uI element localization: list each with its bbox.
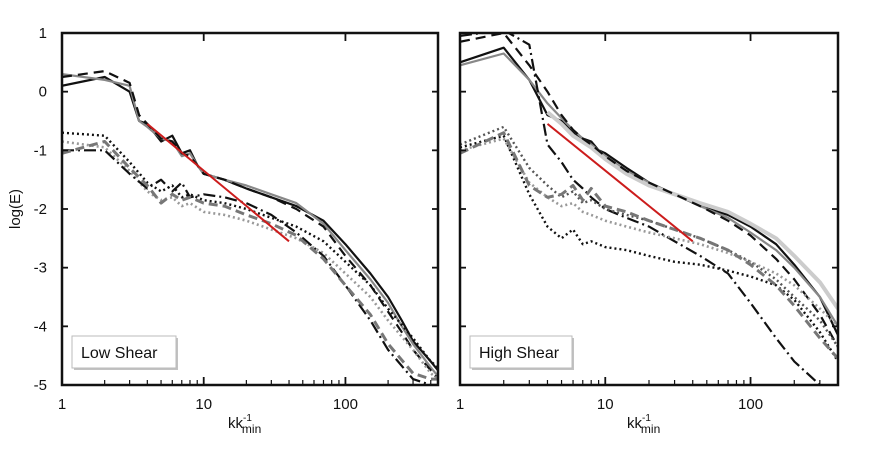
high-shear-series-line-3 — [546, 110, 838, 310]
low-shear-x-axis-title: kk-1 min — [228, 413, 261, 436]
high-shear-plot-frame — [458, 31, 840, 387]
high-shear-panel-label: High Shear — [479, 345, 560, 362]
x-axis-title-sub: min — [242, 422, 261, 436]
low-shear-panel-label: Low Shear — [81, 345, 158, 362]
high-shear-series-group — [460, 33, 838, 385]
low-shear-y-tick-label: -1 — [34, 142, 47, 159]
low-shear-y-tick-label: 1 — [39, 25, 47, 42]
high-shear-series-line-5 — [460, 33, 821, 385]
high-shear-series-line-4 — [460, 33, 838, 348]
high-shear-panel: 1 10 100 kk-1 min High Shear — [456, 31, 840, 436]
high-shear-series-line-8 — [460, 134, 838, 363]
low-shear-y-tick-label: -5 — [34, 377, 47, 394]
y-axis-title: log(E) — [7, 189, 24, 229]
low-shear-series-line-7 — [62, 140, 438, 381]
high-shear-label-box — [469, 335, 573, 369]
high-shear-series-line-6 — [460, 125, 838, 348]
low-shear-x-tick-label: 100 — [333, 396, 358, 413]
low-shear-label-box — [71, 335, 177, 369]
x-axis-title-base: kk — [228, 415, 244, 432]
low-shear-series-line-5 — [62, 140, 438, 381]
high-shear-x-axis-title: kk-1 min — [627, 413, 660, 436]
low-shear-y-tick-label: -2 — [34, 201, 47, 218]
low-shear-series-line-4 — [62, 131, 438, 369]
low-shear-y-tick-label: -4 — [34, 318, 47, 335]
low-shear-series-line-1 — [62, 75, 438, 371]
low-shear-series-group — [62, 69, 438, 385]
x-axis-title-base: kk — [627, 415, 643, 432]
x-axis-title-sub: min — [641, 422, 660, 436]
low-shear-series-line-6 — [62, 149, 438, 385]
low-shear-series-line-3 — [62, 69, 438, 380]
low-shear-y-tick-label: -3 — [34, 260, 47, 277]
low-shear-slope-reference-line — [146, 123, 290, 243]
low-shear-x-tick-label: 10 — [195, 396, 212, 413]
high-shear-series-line-7 — [460, 137, 838, 328]
low-shear-x-tick-label: 1 — [58, 396, 66, 413]
low-shear-y-tick-label: 0 — [39, 84, 47, 101]
x-axis-title-sup: -1 — [642, 413, 651, 424]
high-shear-slope-reference-line — [546, 123, 694, 243]
x-axis-title-sup: -1 — [243, 413, 252, 424]
high-shear-series-line-2 — [460, 52, 838, 327]
high-shear-x-tick-label: 10 — [597, 396, 614, 413]
high-shear-series-line-9 — [460, 131, 838, 360]
low-shear-series-line-2 — [62, 73, 438, 377]
high-shear-x-tick-label: 100 — [738, 396, 763, 413]
high-shear-x-tick-label: 1 — [456, 396, 464, 413]
